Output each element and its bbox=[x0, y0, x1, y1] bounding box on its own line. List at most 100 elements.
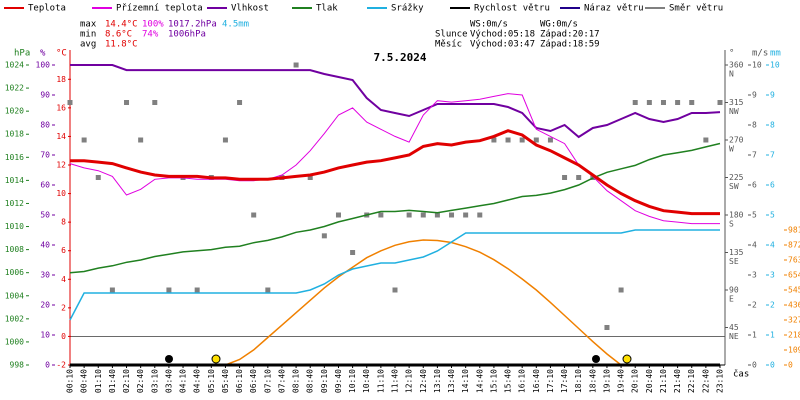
legend-label: Vlhkost bbox=[231, 4, 269, 14]
x-tick-label: 08:10 bbox=[292, 369, 301, 393]
y-tick-label: -2 bbox=[56, 361, 66, 370]
y-tick-label: 315 bbox=[729, 98, 744, 107]
series-line bbox=[70, 129, 720, 216]
stat: 74% bbox=[142, 30, 159, 40]
x-tick-label: 14:40 bbox=[475, 369, 484, 393]
legend-label: Teplota bbox=[28, 4, 66, 14]
y-tick-label: 1022 bbox=[5, 84, 24, 93]
direction-marker bbox=[547, 137, 553, 143]
y-tick-label: 10 bbox=[770, 61, 780, 70]
x-tick-label: 11:40 bbox=[391, 369, 400, 393]
axis-unit: % bbox=[40, 49, 46, 59]
x-tick-label: 18:40 bbox=[588, 369, 597, 393]
direction-marker bbox=[660, 100, 666, 105]
y-tick-label: 10 bbox=[40, 331, 50, 340]
y-tick-label: 7 bbox=[752, 151, 757, 160]
x-tick-label: 20:10 bbox=[631, 369, 640, 393]
y-tick-label: 60 bbox=[40, 181, 50, 190]
y-tick-label: 90 bbox=[729, 286, 739, 295]
direction-marker bbox=[562, 175, 568, 180]
x-tick-label: 09:10 bbox=[320, 369, 329, 393]
y-tick-label: 998 bbox=[10, 361, 25, 370]
y-tick-label: 981 bbox=[788, 226, 800, 235]
x-tick-label: 17:40 bbox=[560, 369, 569, 393]
y-tick-label: 30 bbox=[40, 271, 50, 280]
y-tick-label: 1010 bbox=[5, 222, 24, 231]
x-tick-label: 10:40 bbox=[362, 369, 371, 393]
y-tick-label: 872 bbox=[788, 241, 800, 250]
x-tick-label: 00:40 bbox=[80, 369, 89, 393]
direction-marker bbox=[251, 212, 257, 218]
x-tick-label: 18:10 bbox=[574, 369, 583, 393]
axis-unit: m/s bbox=[752, 49, 768, 59]
direction-marker bbox=[604, 325, 610, 330]
x-tick-label: 19:10 bbox=[602, 369, 611, 393]
stat-label: avg bbox=[80, 40, 96, 50]
compass-label: NE bbox=[729, 332, 739, 341]
y-tick-label: 1012 bbox=[5, 199, 24, 208]
x-tick-label: 12:10 bbox=[405, 369, 414, 393]
direction-marker bbox=[307, 175, 313, 180]
stat-label: max bbox=[80, 20, 97, 30]
x-tick-label: 14:10 bbox=[461, 369, 470, 393]
y-tick-label: 2 bbox=[752, 301, 757, 310]
x-tick-label: 08:40 bbox=[306, 369, 315, 393]
y-tick-label: 270 bbox=[729, 136, 744, 145]
compass-label: N bbox=[729, 70, 734, 79]
direction-marker bbox=[576, 175, 582, 180]
x-tick-label: 16:40 bbox=[532, 369, 541, 393]
axis-unit: mm bbox=[770, 49, 781, 59]
x-tick-label: 17:10 bbox=[546, 369, 555, 393]
info: Východ:05:18 bbox=[470, 30, 535, 40]
direction-marker bbox=[124, 100, 130, 105]
x-axis-label: čas bbox=[733, 369, 749, 380]
x-tick-label: 22:10 bbox=[687, 369, 696, 393]
x-tick-label: 12:40 bbox=[419, 369, 428, 393]
x-tick-label: 07:10 bbox=[263, 369, 272, 393]
direction-marker bbox=[689, 100, 695, 105]
direction-marker bbox=[222, 137, 228, 143]
direction-marker bbox=[519, 137, 525, 143]
stat: 1006hPa bbox=[168, 30, 206, 40]
x-tick-label: 02:40 bbox=[136, 369, 145, 393]
y-tick-label: 7 bbox=[770, 151, 775, 160]
x-tick-label: 04:40 bbox=[193, 369, 202, 393]
y-tick-label: 0 bbox=[61, 332, 66, 341]
x-tick-label: 20:40 bbox=[645, 369, 654, 393]
y-tick-label: 6 bbox=[61, 246, 66, 255]
y-tick-label: 1002 bbox=[5, 314, 24, 323]
y-tick-label: 1018 bbox=[5, 130, 24, 139]
x-tick-label: 16:10 bbox=[518, 369, 527, 393]
x-tick-label: 01:10 bbox=[94, 369, 103, 393]
y-tick-label: 16 bbox=[56, 103, 66, 112]
compass-label: E bbox=[729, 295, 734, 304]
direction-marker bbox=[138, 137, 144, 143]
y-tick-label: 654 bbox=[788, 271, 800, 280]
y-tick-label: 2 bbox=[61, 303, 66, 312]
axis-unit: °C bbox=[56, 49, 67, 59]
direction-marker bbox=[646, 100, 652, 105]
x-tick-label: 06:10 bbox=[235, 369, 244, 393]
y-tick-label: 1024 bbox=[5, 61, 24, 70]
x-tick-label: 02:10 bbox=[122, 369, 131, 393]
x-tick-label: 07:40 bbox=[277, 369, 286, 393]
direction-marker bbox=[632, 100, 638, 105]
y-tick-label: 109 bbox=[788, 346, 800, 355]
direction-marker bbox=[463, 212, 469, 218]
stat: 11.8°C bbox=[105, 40, 138, 50]
y-tick-label: 1 bbox=[770, 331, 775, 340]
y-tick-label: 0 bbox=[788, 361, 793, 370]
direction-marker bbox=[194, 287, 200, 293]
stat: 8.6°C bbox=[105, 30, 132, 40]
stat: 14.4°C bbox=[105, 20, 138, 30]
axis-unit: hPa bbox=[14, 49, 30, 59]
y-tick-label: 8 bbox=[61, 218, 66, 227]
direction-marker bbox=[392, 287, 398, 293]
x-tick-label: 21:40 bbox=[673, 369, 682, 393]
x-tick-label: 09:40 bbox=[334, 369, 343, 393]
stat: 1017.2hPa bbox=[168, 20, 217, 30]
y-tick-label: 12 bbox=[56, 161, 66, 170]
moonset-icon bbox=[592, 355, 600, 363]
x-tick-label: 23:10 bbox=[716, 369, 725, 393]
